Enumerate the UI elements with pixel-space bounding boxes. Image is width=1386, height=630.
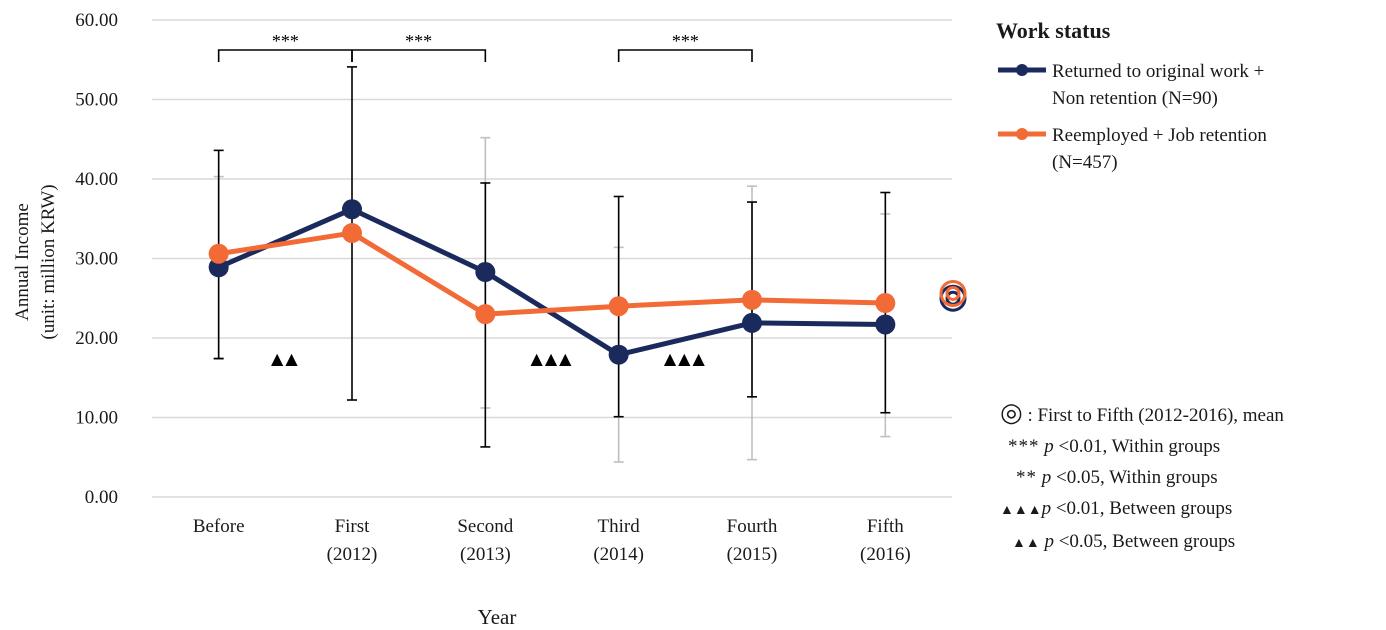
legend-label-line2: Non retention (N=90) [1052,88,1218,109]
data-point [608,344,629,365]
y-tick-label: 10.00 [75,408,118,429]
significance-bracket: *** [617,31,753,62]
legend-label-line2: (N=457) [1052,152,1118,173]
legend-title: Work status [996,18,1111,43]
mean-symbol-icon: ◎ [1000,398,1023,427]
series-1 [208,223,896,325]
x-axis-ticks: Before First (2012) Second (2013) Third (2014)… [193,516,911,565]
data-point [875,293,896,314]
legend-swatch-navy [998,64,1046,76]
data-point [475,304,496,325]
data-point [742,289,762,310]
legend-entry-reemployed: Reemployed + Job retention (N=457) [996,122,1381,176]
y-tick-label: 60.00 [75,10,118,31]
note-within-005: ** p <0.05, Within groups [1000,465,1385,491]
note-triangles-icon: ▲▲▲ [1000,503,1042,518]
notes: ◎ : First to Fifth (2012-2016), mean ***… [1000,400,1385,562]
x-tick-label: (2014) [593,544,644,565]
data-point [875,314,896,335]
legend-entry-returned: Returned to original work + Non retentio… [996,58,1381,112]
y-axis-ticks: 0.00 10.00 20.00 30.00 40.00 50.00 60.00 [75,10,118,508]
mean-inner-ring [945,285,961,301]
y-tick-label: 0.00 [85,487,118,508]
significance-brackets: *** *** *** [217,31,753,62]
note-p: p [1041,498,1052,519]
y-tick-label: 40.00 [75,169,118,190]
note-within-001: *** p <0.01, Within groups [1000,434,1385,460]
error-bars [213,66,891,463]
x-axis-label: Year [478,605,517,629]
data-point [475,262,496,283]
between-group-marker: ▲▲▲ [531,349,574,368]
data-point [208,243,229,264]
x-tick-label: Fifth [867,516,904,537]
note-triangles-icon: ▲▲ [1012,536,1040,551]
series-0 [208,199,896,365]
x-tick-label: Third [598,516,641,537]
bracket-line [217,49,353,62]
note-text: <0.01, Between groups [1055,498,1233,519]
grid-lines [152,19,952,498]
legend: Work status Returned to original work + … [996,18,1381,186]
note-text: <0.05, Within groups [1056,467,1218,488]
between-group-marker: ▲▲ [271,349,300,368]
between-group-markers: ▲▲ ▲▲▲ ▲▲▲ [271,349,707,368]
data-point [742,312,762,333]
note-p: p [1044,436,1054,457]
data-point [608,296,629,317]
note-mark: *** [1008,436,1040,457]
x-tick-label: Before [193,516,245,537]
mean-outer-ring [939,279,967,307]
x-tick-label: Fourth [727,516,778,537]
x-tick-label: (2013) [460,544,511,565]
significance-bracket: *** [351,31,487,62]
note-mean: ◎ : First to Fifth (2012-2016), mean [1000,400,1385,429]
legend-swatch-orange [998,128,1046,140]
note-between-005: ▲▲ p <0.05, Between groups [1000,529,1385,557]
note-mean-text: : First to Fifth (2012-2016), mean [1027,405,1284,426]
note-p: p [1041,467,1052,488]
legend-label-line1: Returned to original work + [1052,61,1265,82]
bracket-label: *** [405,31,432,51]
series-line [217,206,886,358]
note-text: <0.01, Within groups [1058,436,1221,457]
mean-markers [939,279,967,312]
between-group-marker: ▲▲▲ [664,349,707,368]
bracket-label: *** [272,31,299,51]
data-point [342,199,362,220]
y-axis-label: Annual Income [12,203,33,321]
y-axis-label: (unit: million KRW) [38,184,59,339]
note-mark: ** [1016,467,1037,488]
note-p: p [1044,531,1054,552]
y-tick-label: 30.00 [75,249,118,270]
data-point [342,223,362,244]
series-lines [208,199,896,365]
series-line [218,230,886,317]
bracket-line [617,49,753,62]
bracket-label: *** [672,31,699,51]
mean-marker [939,279,967,307]
x-tick-label: Second [457,516,513,537]
bracket-line [351,49,487,62]
x-tick-label: First [335,516,371,537]
legend-label-line1: Reemployed + Job retention [1052,125,1267,146]
significance-bracket: *** [217,31,353,62]
x-tick-label: (2016) [860,544,911,565]
x-tick-label: (2015) [727,544,778,565]
note-text: <0.05, Between groups [1058,531,1236,552]
axis-labels: Year Annual Income (unit: million KRW) [12,184,516,629]
y-tick-label: 50.00 [75,90,118,111]
y-tick-label: 20.00 [75,328,118,349]
x-tick-label: (2012) [327,544,378,565]
note-between-001: ▲▲▲p <0.01, Between groups [1000,496,1385,524]
